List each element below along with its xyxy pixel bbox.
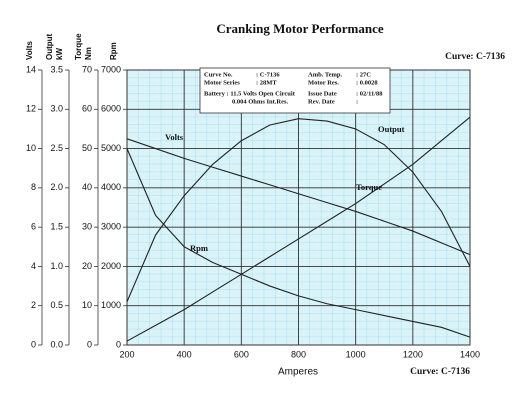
y-tick-label: 0.5 <box>50 300 63 310</box>
info-text: Amb. Temp. <box>308 71 343 78</box>
info-text: Battery : 11.5 Volts Open Circuit <box>204 90 296 97</box>
x-tick-label: 600 <box>234 349 249 359</box>
chart-title: Cranking Motor Performance <box>216 21 384 36</box>
y-tick-label: 0 <box>116 339 121 349</box>
x-tick-label: 1200 <box>403 349 423 359</box>
info-text: 0.004 Ohms Int.Res. <box>232 98 289 105</box>
info-text: Curve No. <box>204 71 233 78</box>
y-tick-label: 40 <box>82 182 92 192</box>
series-label: Rpm <box>190 243 208 253</box>
y-tick-label: 10 <box>82 300 92 310</box>
info-text: : 02/11/88 <box>356 90 383 97</box>
axis-title: Volts <box>25 40 34 60</box>
y-tick-label: 6000 <box>101 104 121 114</box>
info-text: Motor Series <box>204 79 240 86</box>
y-tick-label: 2.0 <box>50 182 63 192</box>
y-tick-label: 60 <box>82 104 92 114</box>
info-frame <box>199 67 391 114</box>
info-text: Issue Date <box>308 90 337 97</box>
y-tick-label: 1.5 <box>50 222 63 232</box>
y-tick-label: 0.0 <box>50 339 63 349</box>
series-line <box>126 148 471 338</box>
series-label: Volts <box>165 132 184 142</box>
x-tick-label: 800 <box>291 349 306 359</box>
series-line <box>126 116 471 342</box>
y-tick-label: 3.5 <box>50 64 63 74</box>
y-tick-label: 4 <box>31 261 36 271</box>
y-tick-label: 12 <box>26 104 36 114</box>
y-tick-label: 4000 <box>101 182 121 192</box>
curve-label: Curve: C-7136 <box>410 367 470 377</box>
info-box: Curve No. : C-7136 Amb. Temp. : 27C Moto… <box>199 67 391 114</box>
y-tick-label: 10 <box>26 143 36 153</box>
info-text: : 27C <box>356 71 371 78</box>
series-line <box>126 138 471 256</box>
y-tick-label: 1000 <box>101 300 121 310</box>
axis-title: Output <box>45 33 54 60</box>
y-tick-label: 50 <box>82 143 92 153</box>
info-text: : C-7136 <box>256 71 280 78</box>
y-tick-label: 0 <box>31 339 36 349</box>
y-tick-label: 70 <box>82 64 92 74</box>
y-tick-label: 8 <box>31 182 36 192</box>
y-tick-label: 20 <box>82 261 92 271</box>
curve-label: Curve: C-7136 <box>445 52 505 62</box>
info-text: : 0.0028 <box>356 79 378 86</box>
axis-unit: Nm <box>84 47 93 60</box>
axis-title: Rpm <box>109 42 118 60</box>
y-tick-label: 3.0 <box>50 104 63 114</box>
y-tick-label: 7000 <box>101 64 121 74</box>
x-axis-label: Amperes <box>278 367 318 378</box>
x-tick-label: 1000 <box>346 349 366 359</box>
y-tick-label: 14 <box>26 64 36 74</box>
y-tick-label: 1.0 <box>50 261 63 271</box>
x-tick-label: 1400 <box>460 349 480 359</box>
series-label: Torque <box>356 182 382 192</box>
series-label: Output <box>378 124 405 134</box>
y-tick-label: 6 <box>31 222 36 232</box>
y-tick-label: 0 <box>87 339 92 349</box>
axis-title: Torque <box>74 33 83 60</box>
info-text: Motor Res. <box>308 79 339 86</box>
x-tick-label: 200 <box>119 349 134 359</box>
info-text: Rev. Date <box>308 98 335 105</box>
y-tick-label: 3000 <box>101 222 121 232</box>
y-tick-label: 5000 <box>101 143 121 153</box>
y-tick-label: 30 <box>82 222 92 232</box>
series-line <box>126 118 471 303</box>
axis-unit: kW <box>55 48 64 60</box>
y-tick-label: 2000 <box>101 261 121 271</box>
y-tick-label: 2 <box>31 300 36 310</box>
info-text: : <box>356 98 358 105</box>
y-tick-label: 2.5 <box>50 143 63 153</box>
info-text: : 28MT <box>256 79 277 86</box>
x-tick-label: 400 <box>177 349 192 359</box>
